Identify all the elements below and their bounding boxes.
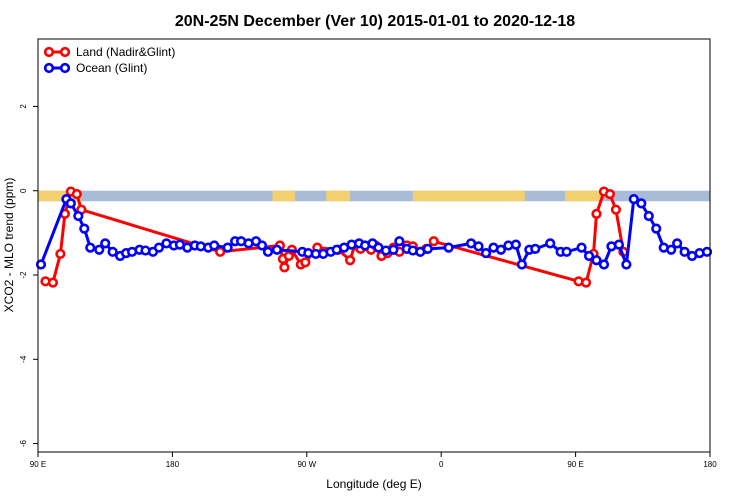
data-point — [271, 244, 283, 255]
data-point — [591, 208, 602, 219]
data-point — [79, 223, 90, 234]
data-point — [107, 246, 118, 257]
legend-marker — [43, 62, 55, 74]
data-point — [636, 198, 647, 209]
land-patch — [326, 190, 351, 202]
data-point — [345, 255, 356, 266]
series-line — [45, 190, 625, 285]
data-point — [209, 240, 220, 251]
legend-marker — [59, 46, 71, 58]
data-point — [85, 242, 96, 253]
series-land — [40, 186, 629, 288]
data-point — [256, 240, 268, 251]
data-point — [591, 255, 602, 266]
y-axis-label: XCO2 - MLO trend (ppm) — [2, 178, 16, 313]
land-patch — [412, 190, 525, 202]
data-point — [443, 242, 454, 253]
data-point — [47, 277, 59, 288]
land-patch — [565, 190, 603, 202]
ocean-band — [38, 190, 710, 202]
series-layer — [35, 186, 713, 288]
data-point — [55, 248, 66, 260]
data-point — [530, 243, 541, 254]
x-tick-label: 90 E — [567, 460, 583, 469]
x-axis-label: Longitude (deg E) — [326, 477, 421, 491]
data-point — [610, 204, 622, 215]
axes: 90 E 180 90 W 0 90 E 180 2 0 -2 -4 -6 — [19, 104, 717, 469]
data-point — [666, 244, 677, 255]
data-point — [613, 239, 625, 250]
data-point — [94, 244, 105, 255]
land-patch — [272, 190, 295, 202]
data-point — [388, 244, 399, 255]
data-point — [480, 247, 492, 259]
data-point — [65, 198, 76, 209]
data-point — [473, 241, 484, 252]
data-point — [672, 238, 683, 249]
data-point — [153, 242, 165, 253]
data-point — [628, 194, 639, 205]
data-point — [643, 210, 654, 222]
series-ocean — [35, 194, 713, 270]
legend-marker — [59, 62, 71, 74]
data-point — [279, 262, 290, 273]
data-point — [100, 238, 111, 249]
land-patch — [38, 190, 82, 202]
data-point — [679, 246, 690, 257]
x-tick-label: 180 — [703, 460, 717, 469]
data-point — [580, 277, 592, 288]
data-point — [73, 210, 84, 222]
data-point — [222, 242, 233, 253]
data-point — [71, 188, 82, 200]
y-tick-label: 0 — [19, 188, 28, 193]
chart-title: 20N-25N December (Ver 10) 2015-01-01 to … — [175, 13, 575, 30]
data-point — [651, 223, 662, 234]
legend-label: Land (Nadir&Glint) — [76, 45, 175, 59]
data-point — [604, 188, 616, 200]
legend-marker — [43, 46, 55, 58]
series-line — [39, 197, 708, 266]
data-point — [576, 242, 587, 253]
y-tick-label: -2 — [19, 271, 28, 279]
data-point — [510, 239, 521, 250]
x-tick-label: 90 W — [297, 460, 316, 469]
y-tick-label: 2 — [19, 104, 28, 109]
x-tick-label: 0 — [439, 460, 444, 469]
map-band — [38, 190, 710, 202]
x-tick-label: 90 E — [30, 460, 46, 469]
data-point — [621, 259, 632, 270]
data-point — [394, 236, 405, 247]
data-point — [561, 246, 572, 257]
data-point — [598, 259, 610, 270]
y-tick-label: -6 — [19, 439, 28, 447]
x-tick-label: 180 — [166, 460, 180, 469]
data-point — [495, 244, 507, 255]
data-point — [262, 246, 274, 257]
data-point — [701, 246, 713, 257]
legend: Land (Nadir&Glint) Ocean (Glint) — [43, 45, 175, 75]
data-point — [215, 246, 226, 257]
plot-frame — [37, 38, 711, 453]
data-point — [428, 236, 439, 247]
y-tick-label: -4 — [19, 355, 28, 363]
data-point — [516, 259, 527, 270]
legend-label: Ocean (Glint) — [76, 61, 147, 75]
data-point — [545, 238, 556, 249]
data-point — [35, 259, 47, 270]
data-point — [422, 243, 433, 254]
data-point — [583, 250, 595, 262]
data-point — [300, 257, 311, 268]
